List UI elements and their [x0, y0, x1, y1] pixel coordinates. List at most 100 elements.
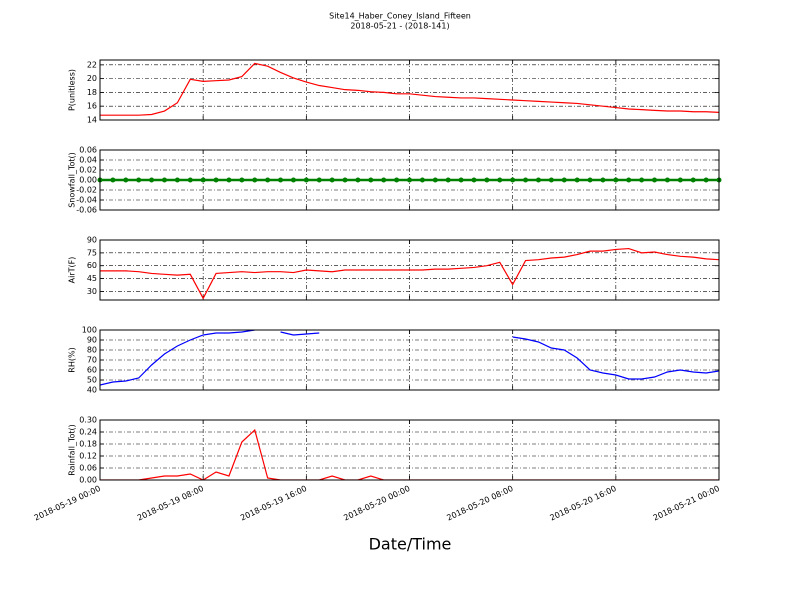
- plot-frame: [99, 419, 720, 481]
- data-line: [100, 62, 719, 116]
- data-line: [100, 247, 719, 300]
- data-point: [652, 177, 658, 183]
- x-tick-label: 2018-05-20 16:00: [549, 484, 618, 523]
- y-tick-label: 14: [87, 116, 97, 125]
- data-point: [407, 177, 412, 183]
- figure-title: Site14_Haber_Coney_Island_Fifteen: [329, 12, 471, 21]
- y-tick-label: 16: [87, 102, 97, 111]
- x-tick-label: 2018-05-19 00:00: [33, 484, 102, 523]
- data-point: [510, 177, 516, 183]
- data-line: [100, 428, 719, 480]
- y-axis-label: Rainfall_Tot(): [68, 424, 77, 476]
- data-point: [561, 177, 567, 183]
- y-tick-label: 0.30: [79, 416, 97, 425]
- data-point: [613, 177, 619, 183]
- data-point: [368, 177, 374, 183]
- y-tick-label: 0.06: [79, 146, 97, 155]
- y-tick-label: -0.02: [76, 186, 97, 195]
- y-tick-label: 70: [87, 356, 97, 365]
- data-point: [226, 177, 232, 183]
- data-point: [471, 177, 477, 183]
- y-tick-label: 50: [87, 376, 97, 385]
- data-point: [174, 177, 180, 183]
- data-line: [100, 330, 719, 386]
- data-point: [626, 177, 632, 183]
- data-point: [587, 177, 593, 183]
- data-point: [497, 177, 503, 183]
- data-point: [316, 177, 322, 183]
- data-point: [303, 177, 309, 183]
- data-point: [123, 177, 129, 183]
- data-point: [690, 177, 696, 183]
- x-tick-label: 2018-05-19 08:00: [136, 484, 205, 523]
- data-point: [136, 177, 142, 183]
- plot-frame: [99, 329, 720, 391]
- y-tick-label: 0.24: [79, 428, 97, 437]
- data-point: [290, 177, 296, 183]
- y-tick-label: 45: [87, 274, 97, 283]
- x-tick-label: 2018-05-21 00:00: [652, 484, 721, 523]
- data-point: [458, 177, 464, 183]
- plot-frame: [99, 59, 720, 121]
- y-tick-label: 75: [87, 248, 97, 257]
- y-tick-label: 18: [87, 88, 97, 97]
- data-point: [110, 177, 116, 183]
- y-tick-label: -0.06: [76, 206, 97, 215]
- x-tick-label: 2018-05-20 00:00: [342, 484, 411, 523]
- data-point: [187, 177, 193, 183]
- x-tick-label: 2018-05-20 08:00: [445, 484, 514, 523]
- data-point: [419, 177, 425, 183]
- data-point: [484, 177, 490, 183]
- data-point: [432, 177, 438, 183]
- y-tick-label: 20: [87, 74, 97, 83]
- data-point: [329, 177, 335, 183]
- y-tick-label: 40: [87, 386, 97, 395]
- y-tick-label: 30: [87, 287, 97, 296]
- data-point: [574, 177, 580, 183]
- data-point: [252, 177, 258, 183]
- data-point: [161, 177, 167, 183]
- plot-frame: [99, 149, 720, 211]
- data-point: [445, 177, 451, 183]
- y-tick-label: 0.04: [79, 156, 97, 165]
- data-point: [213, 177, 219, 183]
- data-point: [265, 177, 271, 183]
- y-tick-label: 22: [87, 60, 97, 69]
- data-point: [664, 177, 670, 183]
- data-point: [239, 177, 245, 183]
- data-point: [600, 177, 606, 183]
- data-point: [677, 177, 683, 183]
- figure-subtitle: 2018-05-21 - (2018-141): [350, 22, 449, 31]
- data-point: [639, 177, 645, 183]
- data-point: [200, 177, 206, 183]
- data-point: [149, 177, 155, 183]
- y-tick-label: 60: [87, 366, 97, 375]
- y-tick-label: 0.00: [79, 476, 97, 485]
- data-point: [523, 177, 529, 183]
- data-point: [278, 177, 284, 183]
- x-axis-label: Date/Time: [369, 535, 452, 554]
- y-tick-label: 0.18: [79, 440, 97, 449]
- data-point: [381, 177, 387, 183]
- y-axis-label: Snowfall_Tot(): [68, 152, 77, 208]
- plot-frame: [99, 239, 720, 301]
- data-point: [535, 177, 541, 183]
- y-tick-label: 60: [87, 261, 97, 270]
- y-tick-label: 0.06: [79, 464, 97, 473]
- y-axis-label: P(unitless): [68, 69, 77, 111]
- data-point: [548, 177, 554, 183]
- y-tick-label: 100: [82, 326, 97, 335]
- y-axis-label: AirT(F): [68, 257, 77, 284]
- y-tick-label: 0.02: [79, 166, 97, 175]
- data-point: [394, 177, 400, 183]
- y-tick-label: 90: [87, 336, 97, 345]
- y-tick-label: 80: [87, 346, 97, 355]
- data-point: [342, 177, 348, 183]
- x-tick-label: 2018-05-19 16:00: [239, 484, 308, 523]
- y-tick-label: 0.12: [79, 452, 97, 461]
- y-axis-label: RH(%): [68, 347, 77, 372]
- data-point: [355, 177, 361, 183]
- y-tick-label: 90: [87, 236, 97, 245]
- y-tick-label: 0.00: [79, 176, 97, 185]
